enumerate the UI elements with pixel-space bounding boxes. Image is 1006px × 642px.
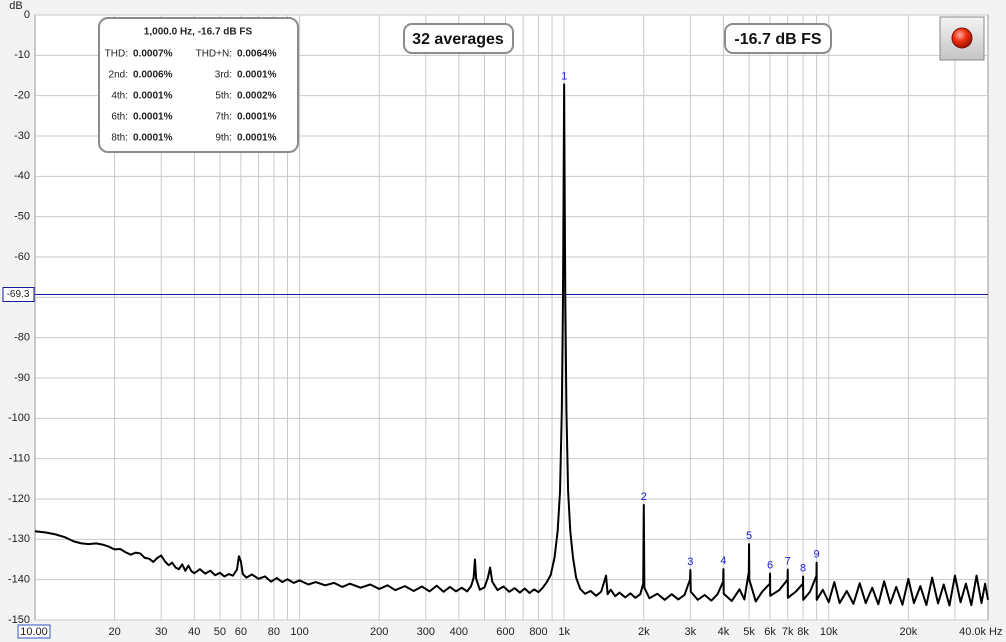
x-tick-label: 60 [235,626,247,638]
y-tick-label: -20 [14,90,30,102]
y-tick-label: -60 [14,251,30,263]
thd-label: 8th: [111,133,128,144]
harmonic-marker: 8 [800,562,806,574]
x-tick-label: 8k [797,626,809,638]
y-axis-label: dB [9,0,22,12]
thd-value: 0.0001% [133,112,173,123]
averages-box [403,23,514,54]
thd-rows: THD: 0.0007% THD+N: 0.0064% 2nd: 0.0006% 3rd: 0… [105,49,277,144]
thd-value: 0.0064% [237,49,277,60]
x-tick-label: 50 [214,626,226,638]
spectrum-line [34,83,989,607]
x-tick-label: 40 [188,626,200,638]
y-tick-label: -130 [8,533,30,545]
thd-label: 5th: [215,91,232,102]
y-tick-label: -80 [14,332,30,344]
thd-value: 0.0001% [237,70,277,81]
harmonic-marker: 2 [641,491,647,503]
thd-panel [98,17,299,153]
thd-title: 1,000.0 Hz, -16.7 dB FS [144,27,253,38]
x-tick-label: 200 [370,626,388,638]
y-tick-label: -50 [14,211,30,223]
x-range-box [17,624,51,639]
harmonic-marker: 7 [785,555,791,567]
x-range-end: 40.0k [959,626,986,638]
grid [35,14,988,621]
harmonic-marker: 6 [767,560,773,572]
y-tick-label: -120 [8,493,30,505]
x-tick-label: 100 [290,626,308,638]
x-tick-label: 6k [764,626,776,638]
level-box [724,23,832,54]
x-tick-label: 1k [558,626,570,638]
record-indicator [951,27,973,49]
level: -16.7 dB FS [734,31,821,48]
x-tick-label: 800 [529,626,547,638]
y-tick-label: -10 [14,49,30,61]
thd-value: 0.0001% [237,133,277,144]
thd-label: THD: [105,49,128,60]
x-tick-label: 20 [109,626,121,638]
thd-label: 3rd: [215,70,232,81]
x-tick-label: 300 [417,626,435,638]
harmonic-marker: 3 [687,556,693,568]
thd-label: 4th: [111,91,128,102]
thd-label: 7th: [215,112,232,123]
x-tick-label: 400 [450,626,468,638]
thd-value: 0.0006% [133,70,173,81]
thd-value: 0.0001% [133,133,173,144]
x-tick-label: 80 [268,626,280,638]
x-tick-label: 10k [820,626,838,638]
x-tick-label: 3k [685,626,697,638]
y-tick-label: -150 [8,614,30,626]
x-unit: Hz [989,626,1002,638]
x-tick-label: 20k [899,626,917,638]
thd-value: 0.0001% [237,112,277,123]
thd-label: THD+N: [196,49,232,60]
x-range-start: 10.00 [20,626,48,638]
y-tick-label: -40 [14,170,30,182]
harmonic-marker: 5 [746,530,752,542]
harmonic-marker: 1 [561,70,567,82]
y-tick-label: -100 [8,412,30,424]
thd-label: 9th: [215,133,232,144]
y-tick-label: -30 [14,130,30,142]
y-tick-label: -140 [8,574,30,586]
cursor-label-box [2,287,35,303]
y-tick-label: -110 [9,453,30,465]
thd-value: 0.0002% [237,91,277,102]
thd-label: 2nd: [109,70,128,81]
x-tick-label: 5k [743,626,755,638]
harmonic-marker: 9 [814,549,820,561]
x-tick-label: 600 [496,626,514,638]
averages: 32 averages [412,31,504,48]
cursor-label: -69.3 [7,289,30,300]
content: 1 2 3 4 5 6 789 [34,70,989,607]
x-tick-label: 2k [638,626,650,638]
thd-value: 0.0007% [133,49,173,60]
y-tick-label: -90 [14,372,30,384]
x-tick-label: 30 [155,626,167,638]
thd-value: 0.0001% [133,91,173,102]
thd-label: 6th: [111,112,128,123]
y-tick-label: 0 [24,9,30,21]
harmonic-marker: 4 [720,555,726,567]
x-tick-label: 7k [782,626,794,638]
x-tick-label: 4k [718,626,730,638]
